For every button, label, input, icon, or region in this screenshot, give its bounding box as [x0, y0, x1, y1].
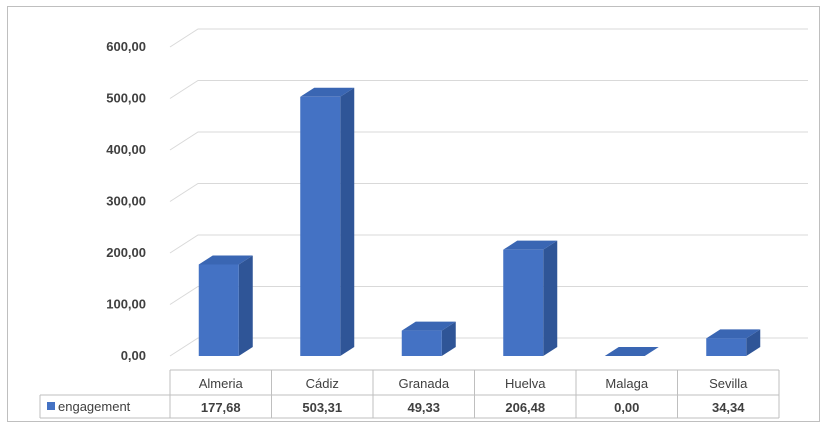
gridline	[169, 131, 808, 151]
bar-granada	[401, 321, 456, 356]
category-label: Sevilla	[709, 376, 748, 391]
data-table: Almeria Cádiz Granada Huelva Malaga Sevilla 17…	[39, 369, 780, 419]
gridline	[169, 337, 808, 357]
legend-key	[47, 402, 55, 410]
bar-front	[401, 330, 442, 356]
value-label: 177,68	[201, 400, 241, 415]
bar-sevilla	[706, 329, 761, 356]
bars	[198, 87, 761, 356]
value-label: 503,31	[302, 400, 342, 415]
y-tick-label: 400,00	[106, 142, 146, 157]
bar-cádiz	[300, 87, 355, 356]
bar-top	[401, 321, 456, 331]
y-axis-tick-labels: 0,00 100,00 200,00 300,00 400,00 500,00 600,00	[106, 39, 146, 363]
bar-top	[503, 240, 558, 250]
bar-front	[300, 96, 341, 356]
bar-side	[340, 87, 355, 356]
category-label: Malaga	[605, 376, 648, 391]
gridline	[169, 234, 808, 254]
bar-top	[300, 87, 355, 97]
category-label: Granada	[398, 376, 449, 391]
value-label: 49,33	[407, 400, 440, 415]
value-label: 0,00	[614, 400, 639, 415]
legend-series-name: engagement	[58, 399, 131, 414]
y-tick-label: 500,00	[106, 91, 146, 106]
y-tick-label: 200,00	[106, 245, 146, 260]
bar-side	[746, 329, 761, 356]
value-label: 206,48	[505, 400, 545, 415]
bar-side	[441, 321, 456, 356]
y-tick-label: 100,00	[106, 297, 146, 312]
y-tick-label: 600,00	[106, 39, 146, 54]
gridline	[169, 183, 808, 202]
gridline	[169, 28, 808, 48]
category-label: Cádiz	[306, 376, 339, 391]
bar-front	[198, 264, 239, 356]
bar-malaga	[604, 347, 659, 356]
bar-huelva	[503, 240, 558, 356]
bar-side	[238, 255, 253, 356]
bar-front	[503, 249, 544, 356]
y-tick-label: 300,00	[106, 194, 146, 209]
bar-almeria	[198, 255, 253, 356]
value-label: 34,34	[712, 400, 745, 415]
gridline	[169, 80, 808, 99]
bar-top	[706, 329, 761, 339]
category-label: Huelva	[505, 376, 546, 391]
bar-top	[604, 347, 659, 356]
gridline	[169, 286, 808, 305]
y-tick-label: 0,00	[121, 348, 146, 363]
bar-front	[706, 338, 747, 356]
bar-top	[198, 255, 253, 265]
bar-side	[543, 240, 558, 356]
category-label: Almeria	[199, 376, 244, 391]
gridlines	[169, 28, 808, 357]
